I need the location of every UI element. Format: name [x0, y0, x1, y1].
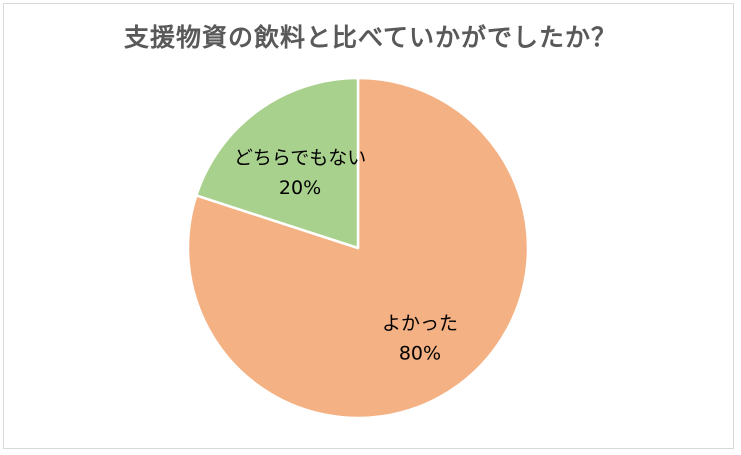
slice-value-label-1: 20% — [279, 177, 321, 199]
slice-label-0: よかった — [382, 312, 458, 334]
chart-title: 支援物資の飲料と比べていかがでしたか？ — [123, 23, 617, 52]
pie-slice-1 — [195, 76, 360, 250]
pie-labels: よかった 80% どちらでもない 20% — [234, 147, 458, 364]
pie-slices — [186, 76, 530, 420]
slice-label-1: どちらでもない — [234, 147, 366, 169]
slice-value-label-0: 80% — [399, 342, 441, 364]
pie-slice-0 — [186, 76, 530, 420]
